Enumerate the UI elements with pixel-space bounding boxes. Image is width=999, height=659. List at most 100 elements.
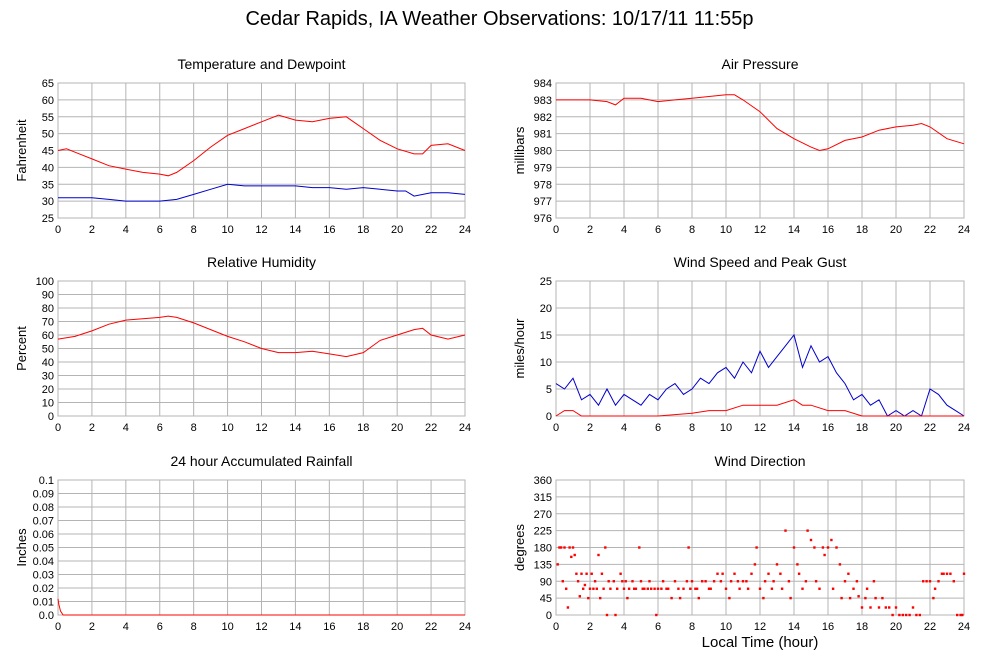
x-tick-label: 6	[655, 422, 661, 434]
data-point	[796, 563, 799, 566]
y-tick-label: 20	[540, 303, 552, 315]
x-tick-label: 18	[856, 224, 868, 236]
y-tick-label: 65	[42, 78, 54, 90]
data-point	[667, 587, 670, 590]
series-line-0	[57, 315, 466, 358]
data-point	[949, 572, 952, 575]
series-line-0	[57, 598, 465, 616]
data-point	[763, 580, 767, 583]
x-tick-label: 24	[958, 621, 970, 633]
x-tick-label: 8	[191, 422, 197, 434]
x-tick-label: 14	[289, 224, 301, 236]
data-point	[792, 546, 796, 549]
y-tick-label: 979	[534, 162, 552, 174]
y-tick-label: 0.06	[33, 529, 54, 541]
y-tick-label: 30	[42, 371, 54, 383]
x-tick-label: 8	[191, 621, 197, 633]
x-tick-label: 8	[689, 224, 695, 236]
data-point	[638, 546, 641, 549]
data-point	[779, 572, 782, 575]
data-point	[942, 572, 945, 575]
y-tick-label: 0.0	[39, 610, 54, 622]
x-tick-label: 16	[822, 422, 834, 434]
data-point	[619, 572, 622, 575]
data-point	[826, 546, 830, 549]
x-tick-label: 22	[924, 422, 936, 434]
y-tick-label: 225	[534, 526, 552, 538]
y-axis-label: degrees	[512, 524, 527, 571]
series-line-1	[555, 399, 964, 417]
x-tick-label: 10	[221, 422, 233, 434]
data-point	[746, 587, 750, 590]
data-point	[592, 587, 595, 590]
data-point	[561, 580, 564, 583]
data-point	[626, 596, 629, 600]
x-tick-label: 12	[754, 422, 766, 434]
data-point	[847, 572, 850, 575]
x-tick-label: 20	[391, 224, 403, 236]
y-axis-label: Percent	[14, 326, 29, 371]
data-point	[772, 580, 775, 583]
data-point	[627, 587, 631, 590]
x-tick-label: 10	[720, 621, 732, 633]
data-point	[721, 572, 724, 575]
x-tick-label: 14	[289, 621, 301, 633]
x-tick-label: 8	[191, 224, 197, 236]
x-tick-label: 24	[958, 422, 970, 434]
data-point	[571, 546, 575, 549]
x-tick-label: 4	[621, 422, 627, 434]
page-title: Cedar Rapids, IA Weather Observations: 1…	[245, 8, 754, 30]
x-tick-label: 24	[958, 224, 970, 236]
x-tick-label: 22	[425, 422, 437, 434]
data-point	[784, 529, 787, 532]
data-point	[729, 580, 733, 583]
data-point	[704, 580, 707, 583]
data-point	[687, 546, 690, 549]
x-tick-label: 6	[655, 224, 661, 236]
y-tick-label: 45	[540, 593, 552, 605]
chart-title: Wind Speed and Peak Gust	[674, 254, 847, 270]
data-point	[915, 613, 918, 617]
data-point	[857, 595, 860, 598]
x-tick-label: 20	[890, 224, 902, 236]
x-tick-label: 22	[425, 224, 437, 236]
data-point	[641, 587, 644, 590]
data-point	[565, 587, 568, 590]
data-point	[563, 546, 566, 549]
x-tick-label: 16	[323, 224, 335, 236]
series-line-1	[58, 183, 466, 202]
x-tick-label: 6	[655, 621, 661, 633]
data-point	[650, 587, 653, 590]
y-tick-label: 25	[540, 276, 552, 288]
y-tick-label: 0.08	[33, 502, 54, 514]
data-point	[570, 555, 573, 559]
x-tick-label: 10	[720, 422, 732, 434]
data-point	[911, 606, 915, 609]
data-point	[918, 613, 921, 617]
y-tick-label: 0.03	[33, 570, 54, 582]
x-tick-label: 18	[357, 621, 369, 633]
x-tick-label: 2	[587, 224, 593, 236]
data-point	[624, 580, 627, 583]
y-axis-label: Inches	[14, 528, 29, 567]
y-tick-label: 55	[42, 112, 54, 124]
data-point	[738, 587, 741, 590]
x-tick-label: 24	[459, 224, 471, 236]
data-point	[865, 587, 869, 590]
x-tick-label: 16	[323, 621, 335, 633]
data-point	[908, 613, 911, 617]
y-tick-label: 100	[36, 276, 54, 288]
data-point	[901, 613, 904, 617]
x-tick-label: 0	[55, 621, 61, 633]
data-point	[682, 587, 685, 590]
x-tick-label: 18	[856, 621, 868, 633]
x-tick-label: 22	[425, 621, 437, 633]
data-point	[961, 613, 964, 617]
data-point	[665, 587, 668, 590]
data-point	[612, 580, 615, 583]
data-point	[755, 546, 758, 549]
x-tick-label: 6	[157, 422, 163, 434]
data-point	[736, 580, 740, 583]
data-point	[789, 596, 792, 600]
y-tick-label: 10	[540, 357, 552, 369]
